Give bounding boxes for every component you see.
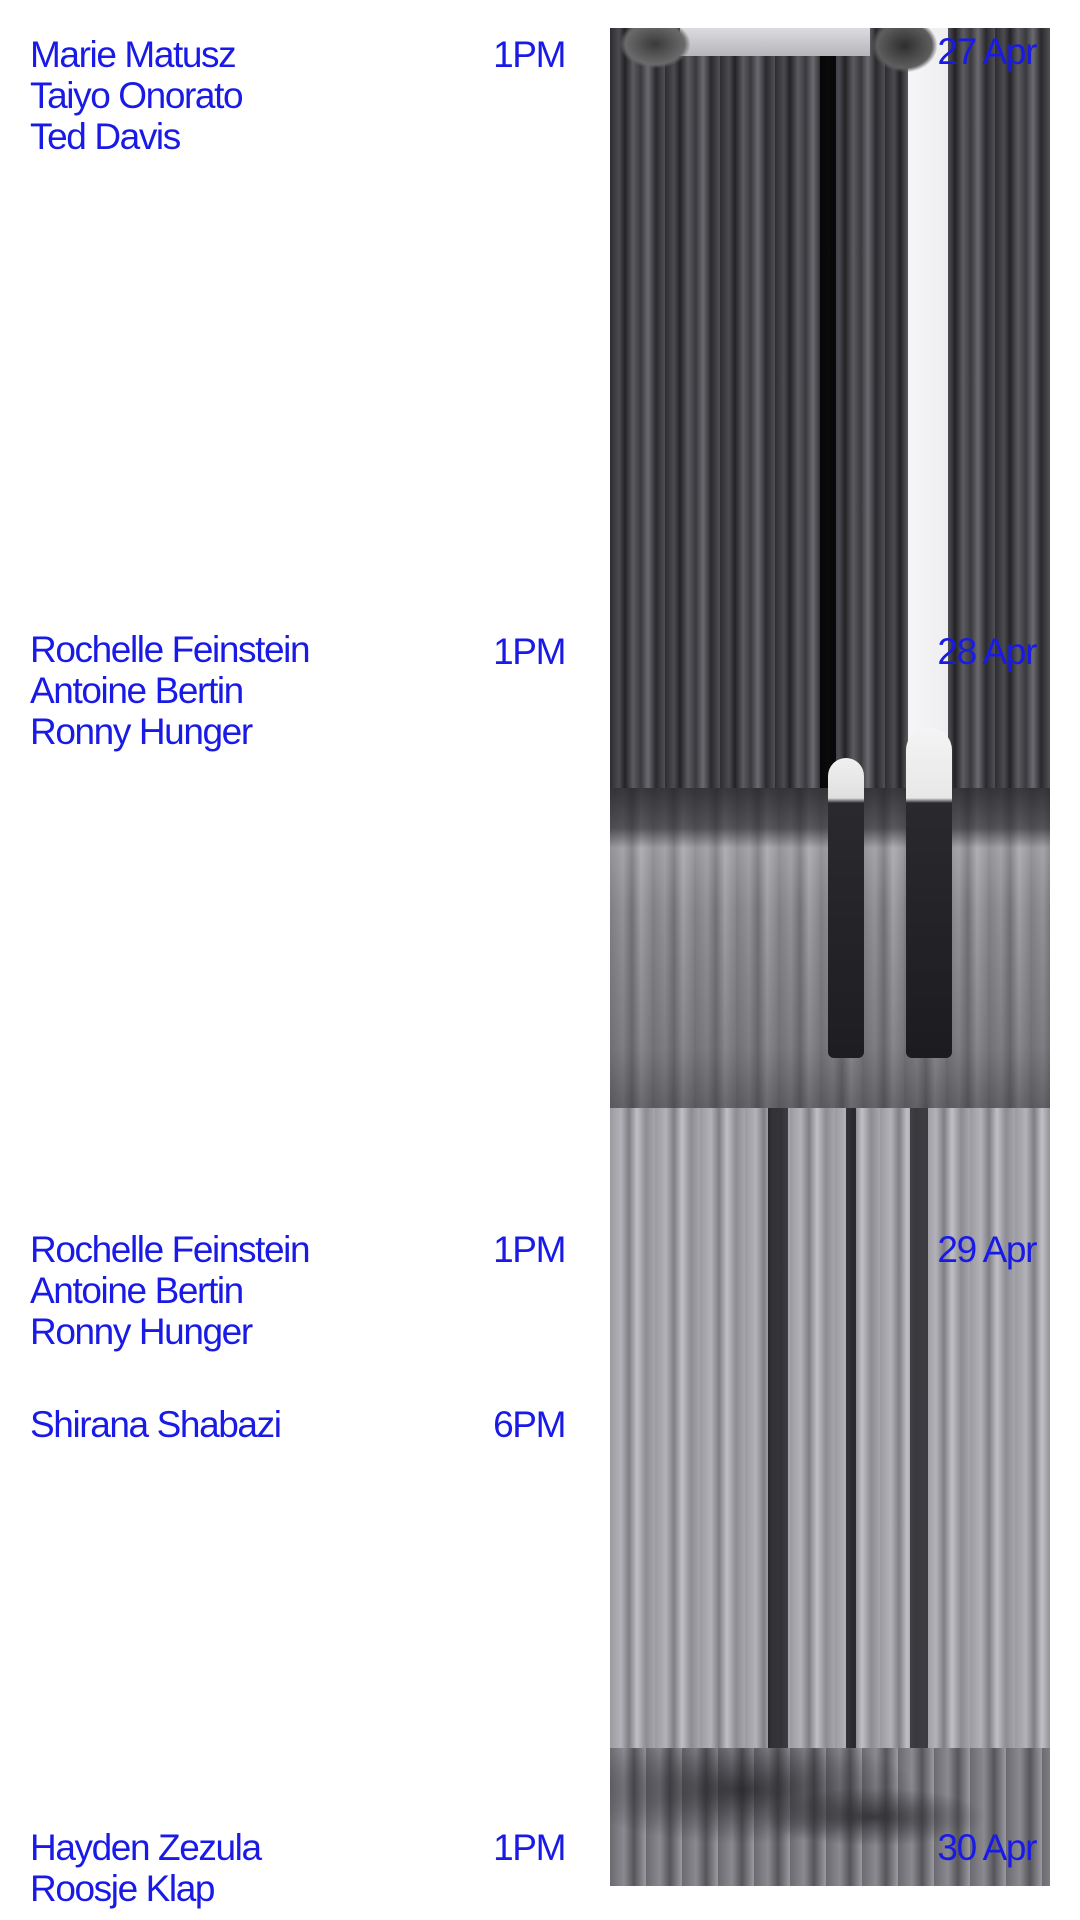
session-date: 30 Apr — [937, 1827, 1037, 1868]
session-date: 27 Apr — [937, 31, 1037, 72]
session-time: 1PM — [493, 1827, 566, 1868]
session-time: 1PM — [493, 631, 566, 672]
photo-lower-stretch — [610, 1108, 1050, 1748]
speaker-name: Ronny Hunger — [30, 711, 253, 752]
session-date: 28 Apr — [937, 631, 1037, 672]
speaker-name: Rochelle Feinstein — [30, 629, 311, 670]
speaker-list: Rochelle Feinstein Antoine Bertin Ronny … — [30, 1229, 311, 1352]
session-time: 1PM — [493, 1229, 566, 1270]
distorted-photo — [610, 28, 1050, 1886]
speaker-name: Antoine Bertin — [30, 1270, 244, 1311]
photo-top-stretch — [610, 28, 1050, 788]
speaker-list: Hayden Zezula Roosje Klap — [30, 1827, 262, 1909]
speaker-name: Marie Matusz — [30, 34, 237, 75]
session-time: 6PM — [493, 1404, 566, 1445]
photo-figure-left — [828, 758, 864, 1058]
session-time: 1PM — [493, 34, 566, 75]
speaker-list: Marie Matusz Taiyo Onorato Ted Davis — [30, 34, 244, 157]
photo-figure-right — [906, 728, 952, 1058]
speaker-name: Hayden Zezula — [30, 1827, 262, 1868]
speaker-name: Roosje Klap — [30, 1868, 216, 1909]
speaker-name: Taiyo Onorato — [30, 75, 244, 116]
speaker-name: Shirana Shabazi — [30, 1404, 282, 1445]
session-date: 29 Apr — [937, 1229, 1037, 1270]
photo-sky — [680, 28, 870, 56]
speaker-name: Ted Davis — [30, 116, 181, 157]
speaker-name: Ronny Hunger — [30, 1311, 253, 1352]
speaker-list: Shirana Shabazi — [30, 1404, 282, 1445]
photo-field-with-figures — [610, 728, 1050, 1108]
speaker-list: Rochelle Feinstein Antoine Bertin Ronny … — [30, 629, 311, 752]
speaker-name: Antoine Bertin — [30, 670, 244, 711]
photo-tree-left — [620, 28, 690, 68]
photo-bottom-fragment — [610, 1748, 1050, 1886]
photo-tree-right — [872, 28, 937, 72]
speaker-name: Rochelle Feinstein — [30, 1229, 311, 1270]
